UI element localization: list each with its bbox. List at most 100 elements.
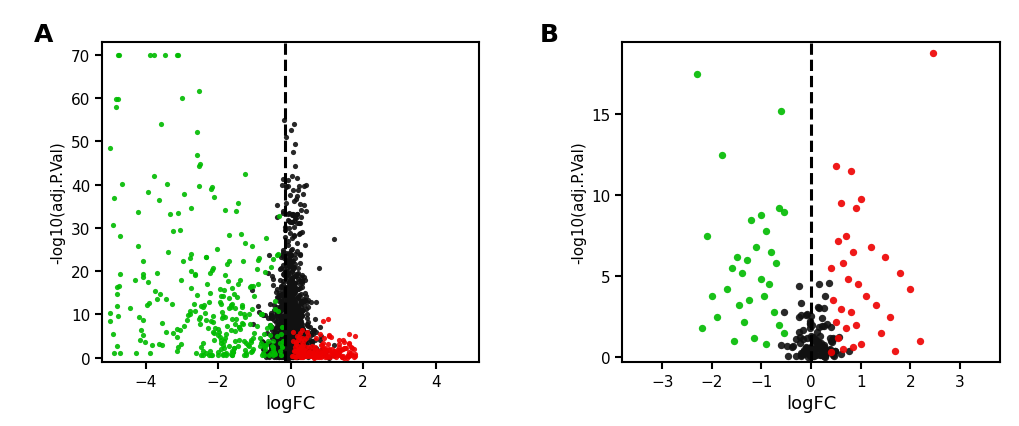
Point [298,331,314,338]
Point [206,330,222,337]
Point [278,331,294,338]
Point [281,251,298,258]
Point [289,265,306,272]
Point [272,277,288,284]
Point [280,326,297,333]
Point [293,346,310,353]
Point [296,352,312,359]
Point [278,352,294,359]
Point [278,344,294,351]
Point [296,343,312,349]
Point [278,327,294,334]
Point [272,339,288,346]
Point [284,334,301,341]
Point [142,350,158,357]
Point [210,331,226,338]
Point [106,195,122,202]
Point [257,269,273,276]
Point [274,314,290,320]
Point [289,348,306,355]
Point [320,332,336,339]
Point [108,97,124,104]
Point [273,328,289,335]
Point [187,272,204,279]
Point [278,345,294,352]
Point [224,285,240,292]
Point [284,351,301,358]
Point [278,354,294,360]
Point [285,311,302,317]
Point [765,309,782,316]
Point [293,308,310,315]
Point [232,325,249,332]
Point [816,354,833,360]
Point [234,258,251,265]
Point [231,323,248,330]
Point [901,286,917,293]
Point [286,343,303,349]
Point [803,352,819,359]
Point [281,324,298,331]
Point [292,348,309,355]
Point [279,337,296,344]
Point [862,244,878,251]
Point [218,322,234,329]
Point [794,349,810,356]
Point [289,341,306,348]
Point [285,302,302,309]
Point [284,235,301,242]
Point [210,326,226,333]
Point [285,313,302,320]
Point [193,321,209,328]
Point [273,334,289,341]
Point [288,324,305,331]
Point [330,352,346,359]
Point [818,321,835,328]
Point [262,350,278,357]
Point [708,314,725,320]
Point [316,351,332,358]
Point [307,351,323,357]
Point [308,346,324,353]
Point [288,303,305,310]
Point [283,246,300,253]
Point [292,334,309,340]
Point [748,244,764,251]
Point [292,345,309,351]
Point [268,353,284,360]
Point [279,320,296,327]
Point [284,312,301,319]
Point [280,338,297,345]
Point [282,318,299,325]
Point [280,349,297,356]
Point [270,251,286,258]
Point [288,345,305,351]
Point [283,316,300,322]
Point [788,353,804,360]
Point [286,233,303,240]
Point [309,350,325,357]
Point [285,327,302,334]
Point [287,309,304,316]
Point [279,290,296,296]
Point [284,354,301,360]
Point [285,351,302,357]
Point [273,352,289,359]
Point [282,323,299,330]
Point [271,213,287,219]
Point [286,351,303,358]
Point [287,273,304,280]
Point [333,353,350,360]
Point [286,331,303,337]
Point [264,256,280,263]
Point [298,293,314,299]
Point [279,290,296,297]
Point [277,301,293,308]
Point [266,350,282,357]
Point [266,349,282,356]
Point [276,328,292,335]
Point [822,324,839,331]
Point [294,351,311,358]
Point [293,354,310,361]
Point [815,344,832,351]
